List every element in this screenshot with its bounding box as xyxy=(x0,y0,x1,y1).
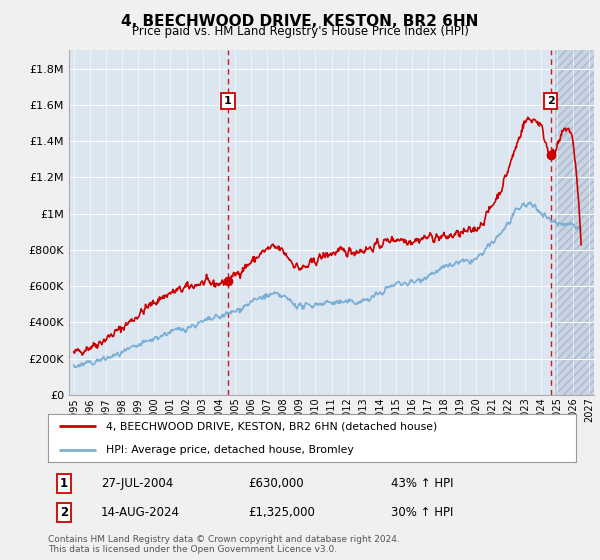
Text: Price paid vs. HM Land Registry's House Price Index (HPI): Price paid vs. HM Land Registry's House … xyxy=(131,25,469,38)
Text: £630,000: £630,000 xyxy=(248,477,304,491)
Text: 4, BEECHWOOD DRIVE, KESTON, BR2 6HN (detached house): 4, BEECHWOOD DRIVE, KESTON, BR2 6HN (det… xyxy=(106,421,437,431)
Text: 27-JUL-2004: 27-JUL-2004 xyxy=(101,477,173,491)
Text: 2: 2 xyxy=(547,96,555,106)
Text: Contains HM Land Registry data © Crown copyright and database right 2024.
This d: Contains HM Land Registry data © Crown c… xyxy=(48,535,400,554)
Text: 2: 2 xyxy=(60,506,68,519)
Text: HPI: Average price, detached house, Bromley: HPI: Average price, detached house, Brom… xyxy=(106,445,354,455)
Text: 30% ↑ HPI: 30% ↑ HPI xyxy=(391,506,454,519)
Text: £1,325,000: £1,325,000 xyxy=(248,506,316,519)
Text: 43% ↑ HPI: 43% ↑ HPI xyxy=(391,477,454,491)
Text: 1: 1 xyxy=(224,96,232,106)
Text: 14-AUG-2024: 14-AUG-2024 xyxy=(101,506,180,519)
Text: 4, BEECHWOOD DRIVE, KESTON, BR2 6HN: 4, BEECHWOOD DRIVE, KESTON, BR2 6HN xyxy=(121,14,479,29)
Text: 1: 1 xyxy=(60,477,68,491)
